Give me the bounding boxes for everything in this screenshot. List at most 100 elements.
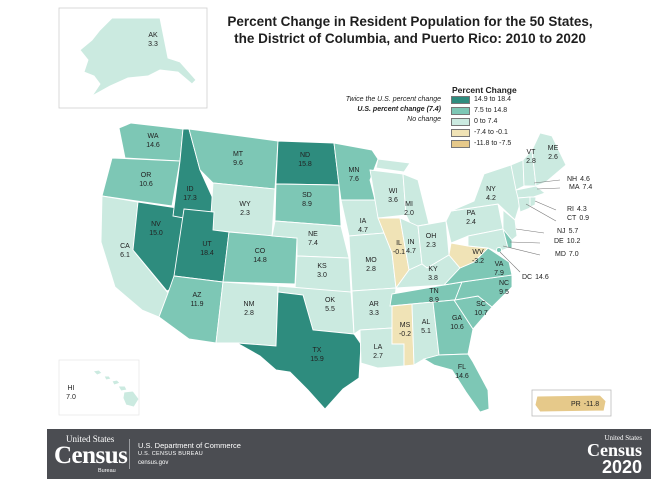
legend-item: -7.4 to -0.1 (451, 128, 508, 137)
state-abbr-ca: CA (120, 243, 130, 250)
state-label-ks: KS 3.0 (317, 263, 327, 279)
state-value-pa: 2.4 (466, 219, 476, 226)
state-abbr-al: AL (422, 319, 431, 326)
state-label-vt: VT 2.8 (526, 149, 536, 165)
state-label-ok: OK 5.5 (325, 297, 335, 313)
state-abbr-mt: MT (233, 151, 244, 158)
legend-item: 7.5 to 14.8 (451, 106, 507, 115)
state-label-mi: MI 2.0 (404, 201, 414, 217)
state-abbr-dc: DC (522, 274, 532, 281)
state-value-ar: 3.3 (369, 310, 379, 317)
state-label-dc: DC 14.6 (522, 274, 549, 281)
census-2020-logo: United States Census 2020 (586, 435, 642, 477)
state-value-ne: 7.4 (308, 240, 318, 247)
puerto-rico-inset-frame (531, 389, 612, 417)
state-label-oh: OH 2.3 (426, 233, 437, 249)
leader-lines (499, 179, 561, 273)
footer-department: U.S. Department of Commerce (138, 441, 241, 450)
map-title-line-2: the District of Columbia, and Puerto Ric… (234, 31, 586, 46)
state-value-nc: 9.5 (499, 289, 509, 296)
state-label-tn: TN 8.9 (429, 288, 439, 304)
state-abbr-az: AZ (193, 292, 203, 299)
state-abbr-mn: MN (349, 167, 360, 174)
legend-swatch (451, 117, 470, 126)
state-value-wv: -3.2 (472, 258, 484, 265)
state-abbr-ar: AR (369, 301, 379, 308)
state-label-me: ME 2.6 (548, 145, 559, 161)
state-label-fl: FL 14.6 (455, 364, 469, 380)
state-shape-AK (79, 17, 197, 97)
state-value-md: 7.0 (569, 251, 579, 258)
state-shape-HI (92, 369, 140, 408)
state-abbr-nv: NV (151, 221, 161, 228)
state-label-md: MD 7.0 (555, 251, 579, 258)
map-title-line-1: Percent Change in Resident Population fo… (227, 14, 593, 29)
state-value-fl: 14.6 (455, 373, 469, 380)
state-value-wa: 14.6 (146, 142, 160, 149)
state-abbr-or: OR (141, 172, 152, 179)
state-abbr-il: IL (396, 240, 402, 247)
state-abbr-va: VA (495, 261, 504, 268)
state-label-ky: KY 3.8 (428, 266, 438, 282)
legend-heading: Percent Change (452, 85, 517, 95)
state-label-wi: WI 3.6 (388, 188, 398, 204)
state-abbr-ne: NE (308, 231, 318, 238)
state-label-tx: TX 15.9 (310, 347, 324, 363)
state-value-sc: 10.7 (474, 310, 488, 317)
state-abbr-tn: TN (429, 288, 438, 295)
state-abbr-ms: MS (400, 322, 411, 329)
state-abbr-wy: WY (239, 201, 251, 208)
state-abbr-nj: NJ (557, 228, 566, 235)
state-label-az: AZ 11.9 (190, 292, 203, 308)
state-label-ct: CT 0.9 (567, 215, 589, 222)
state-value-id: 17.3 (183, 195, 197, 202)
state-abbr-ga: GA (452, 315, 462, 322)
state-abbr-nd: ND (300, 152, 310, 159)
legend-swatch (451, 128, 470, 137)
state-abbr-nh: NH (567, 176, 577, 183)
state-label-ar: AR 3.3 (369, 301, 379, 317)
state-abbr-oh: OH (426, 233, 437, 240)
state-value-ca: 6.1 (120, 252, 130, 259)
state-label-id: ID 17.3 (183, 186, 197, 202)
logo-united-states: United States (66, 434, 115, 444)
legend-note: Twice the U.S. percent change (345, 96, 441, 103)
state-value-al: 5.1 (421, 328, 431, 335)
state-label-ca: CA 6.1 (120, 243, 130, 259)
state-label-ne: NE 7.4 (308, 231, 318, 247)
state-abbr-ct: CT (567, 215, 577, 222)
state-label-ri: RI 4.3 (567, 206, 587, 213)
alaska-inset-frame (58, 7, 208, 109)
legend-label: 7.5 to 14.8 (474, 107, 508, 114)
state-label-nd: ND 15.8 (298, 152, 312, 168)
state-value-in: 4.7 (406, 248, 416, 255)
state-abbr-nc: NC (499, 280, 509, 287)
footer-url[interactable]: census.gov (138, 460, 169, 466)
legend-label: -11.8 to -7.5 (474, 140, 512, 147)
census2020-word: Census (586, 440, 642, 460)
logo-bureau: Bureau (98, 468, 116, 474)
state-shape-CT (517, 196, 531, 213)
state-value-nh: 4.6 (580, 176, 590, 183)
state-label-il: IL -0.1 (393, 240, 405, 256)
legend-item: 14.9 to 18.4 (451, 95, 511, 104)
legend-label: 0 to 7.4 (474, 118, 498, 125)
state-abbr-md: MD (555, 251, 566, 258)
state-abbr-ri: RI (567, 206, 574, 213)
state-value-sd: 8.9 (302, 201, 312, 208)
state-label-ms: MS -0.2 (399, 322, 411, 338)
state-abbr-wv: WV (472, 249, 484, 256)
state-abbr-sd: SD (302, 192, 312, 199)
state-value-tx: 15.9 (310, 356, 324, 363)
legend-item: -11.8 to -7.5 (451, 139, 511, 148)
state-abbr-ia: IA (360, 218, 367, 225)
state-label-ga: GA 10.6 (450, 315, 464, 331)
state-value-tn: 8.9 (429, 297, 439, 304)
state-value-mt: 9.6 (233, 160, 243, 167)
state-shape-FL (422, 353, 490, 413)
state-label-pr: PR -11.8 (571, 401, 599, 408)
state-label-nm: NM 2.8 (244, 301, 255, 317)
state-abbr-la: LA (374, 344, 383, 351)
